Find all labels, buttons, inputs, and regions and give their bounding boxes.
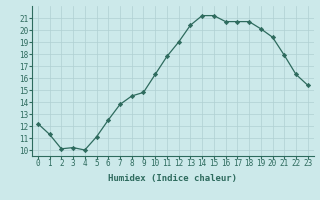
X-axis label: Humidex (Indice chaleur): Humidex (Indice chaleur) bbox=[108, 174, 237, 183]
